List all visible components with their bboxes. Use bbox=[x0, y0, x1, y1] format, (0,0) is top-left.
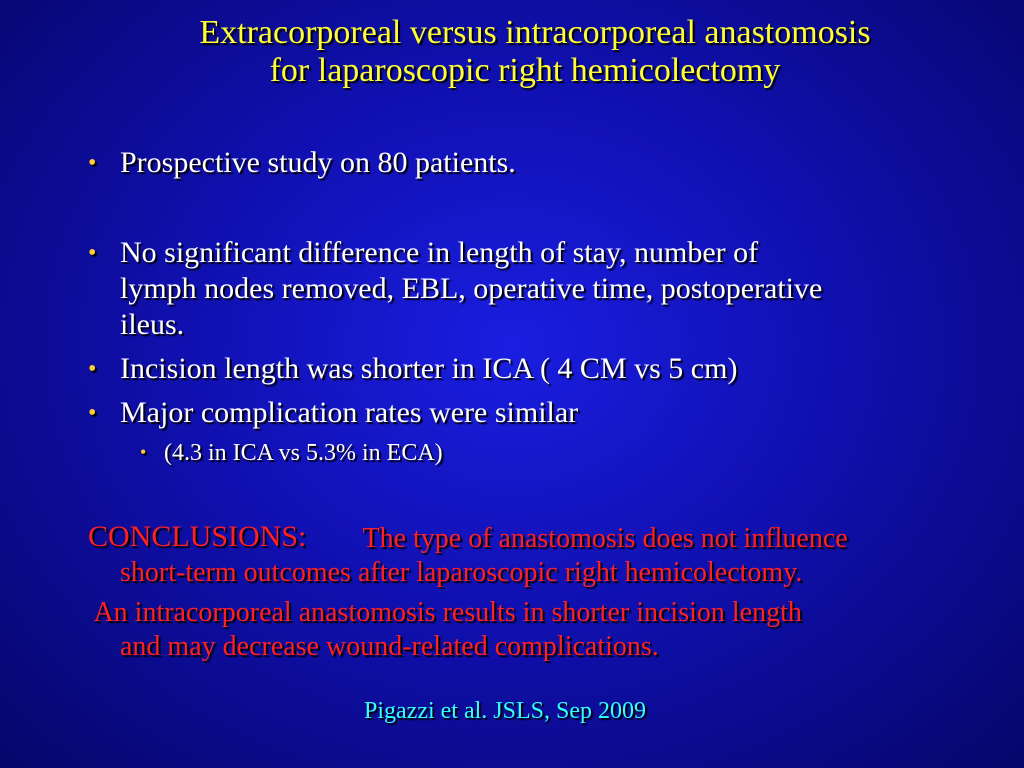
conclusions-text: and may decrease wound-related complicat… bbox=[120, 631, 659, 662]
bullet-text: ileus. bbox=[120, 308, 185, 341]
citation: Pigazzi et al. JSLS, Sep 2009 bbox=[364, 698, 646, 724]
bullet-text: Major complication rates were similar bbox=[120, 396, 579, 429]
bullet-dot: • bbox=[88, 356, 97, 382]
bullet-dot: • bbox=[88, 400, 97, 426]
conclusions-text: An intracorporeal anastomosis results in… bbox=[88, 597, 802, 628]
sub-bullet-dot: • bbox=[140, 442, 147, 462]
bullet-text: Prospective study on 80 patients. bbox=[120, 146, 516, 179]
bullet-text: Incision length was shorter in ICA ( 4 C… bbox=[120, 352, 738, 385]
title: Extracorporeal versus intracorporeal ana… bbox=[199, 14, 871, 51]
bullet-dot: • bbox=[88, 150, 97, 176]
bullet-text: No significant difference in length of s… bbox=[120, 236, 759, 269]
conclusions-label: CONCLUSIONS: bbox=[88, 520, 307, 553]
bullet-dot: • bbox=[88, 240, 97, 266]
conclusions-text: short-term outcomes after laparoscopic r… bbox=[120, 557, 803, 588]
conclusions-text: The type of anastomosis does not influen… bbox=[356, 523, 848, 554]
bullet-text: lymph nodes removed, EBL, operative time… bbox=[120, 272, 823, 305]
title: for laparoscopic right hemicolectomy bbox=[269, 52, 781, 89]
sub-bullet-text: (4.3 in ICA vs 5.3% in ECA) bbox=[164, 440, 443, 466]
